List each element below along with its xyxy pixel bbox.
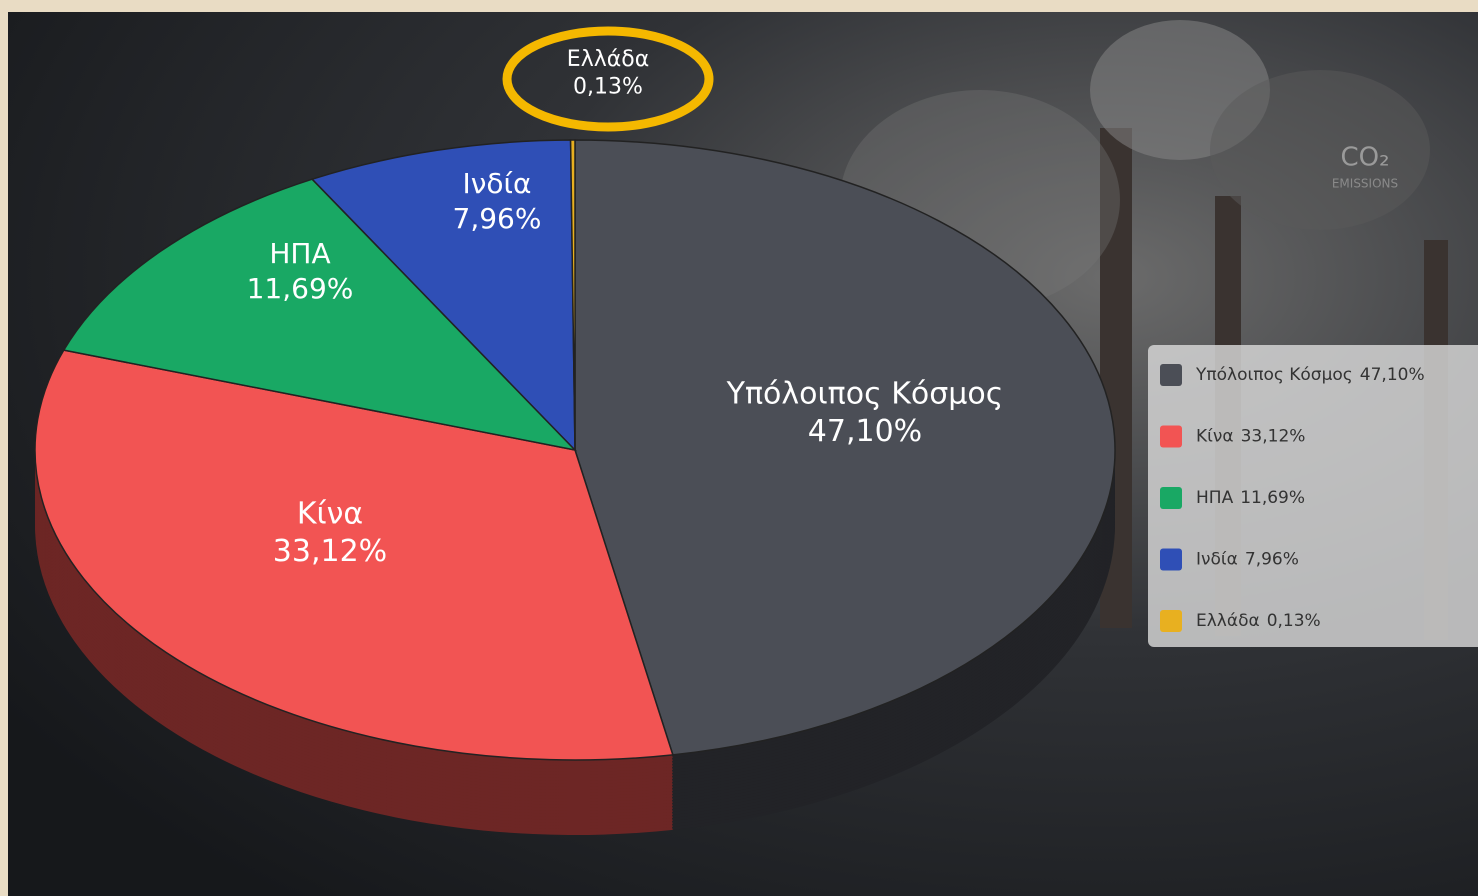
legend-name: Ινδία bbox=[1196, 550, 1238, 570]
legend-label: Κίνα 33,12% bbox=[1196, 427, 1305, 447]
slice-label: ΗΠΑ bbox=[269, 237, 330, 270]
slice bbox=[310, 139, 576, 452]
slice-value: 0,13% bbox=[573, 75, 643, 100]
legend-value: 33,12% bbox=[1241, 427, 1306, 447]
slice-label: Ελλάδα bbox=[567, 47, 649, 72]
slice bbox=[34, 349, 674, 761]
legend-value: 7,96% bbox=[1245, 550, 1299, 570]
legend-swatch bbox=[1160, 487, 1182, 509]
slice bbox=[574, 139, 1116, 756]
legend-swatch bbox=[1160, 548, 1182, 571]
slice-value: 11,69% bbox=[247, 272, 354, 305]
legend-value: 47,10% bbox=[1360, 365, 1425, 385]
slice bbox=[62, 178, 578, 452]
slice-label: Ινδία bbox=[463, 167, 532, 200]
slice-label: Υπόλοιπος Κόσμος bbox=[726, 377, 1004, 412]
slice bbox=[569, 139, 576, 451]
slice-value: 47,10% bbox=[808, 414, 922, 449]
legend-label: Ινδία 7,96% bbox=[1196, 550, 1299, 570]
legend-label: Υπόλοιπος Κόσμος 47,10% bbox=[1195, 365, 1425, 385]
legend-value: 11,69% bbox=[1240, 488, 1305, 508]
legend-name: ΗΠΑ bbox=[1196, 488, 1234, 508]
slice-label: Κίνα bbox=[297, 497, 363, 532]
legend: Υπόλοιπος Κόσμος 47,10% Κίνα 33,12% ΗΠΑ 11,69… bbox=[1160, 364, 1425, 632]
legend-name: Ελλάδα bbox=[1196, 611, 1260, 631]
slice-value: 7,96% bbox=[453, 202, 542, 235]
legend-value: 0,13% bbox=[1267, 611, 1321, 631]
legend-swatch bbox=[1160, 610, 1182, 632]
legend-name: Κίνα bbox=[1196, 427, 1234, 447]
annotation: EMISSIONS bbox=[1332, 177, 1398, 191]
pie bbox=[34, 139, 1116, 835]
legend-box bbox=[1148, 345, 1478, 647]
legend-label: ΗΠΑ 11,69% bbox=[1196, 488, 1305, 508]
legend-label: Ελλάδα 0,13% bbox=[1196, 611, 1321, 631]
slice-value: 33,12% bbox=[273, 534, 387, 569]
legend-name: Υπόλοιπος Κόσμος bbox=[1195, 365, 1353, 385]
legend-swatch bbox=[1160, 364, 1182, 386]
annotation: CO₂ bbox=[1340, 143, 1389, 173]
highlight-ring bbox=[502, 26, 714, 132]
legend-swatch bbox=[1160, 425, 1182, 448]
